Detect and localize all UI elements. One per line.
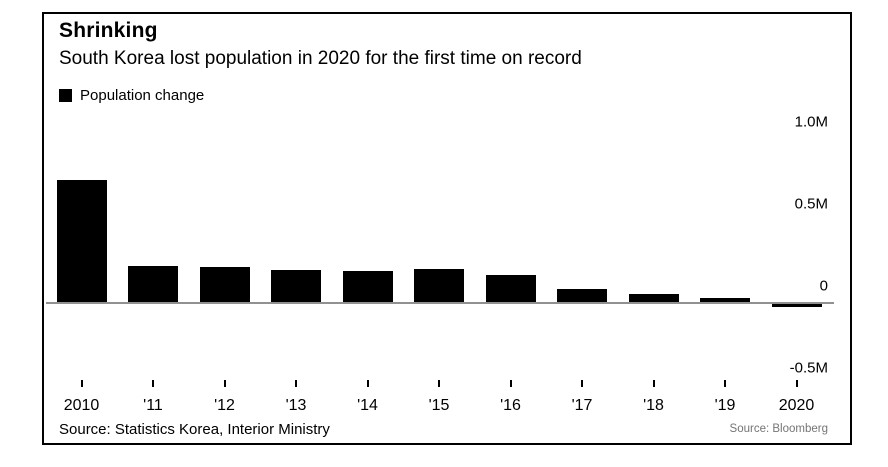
- bar-12: [199, 267, 250, 302]
- y-axis-label: 0.5M: [794, 195, 828, 213]
- legend-swatch-icon: [59, 89, 72, 102]
- y-axis-label: 0: [819, 277, 828, 295]
- x-axis-label: '16: [500, 397, 521, 414]
- bar-16: [485, 275, 536, 302]
- bar-2010: [56, 180, 107, 302]
- x-axis-tick: [724, 380, 726, 387]
- x-axis-label: '17: [571, 397, 593, 414]
- source-bloomberg: Source: Bloomberg: [729, 423, 828, 435]
- chart-box: Shrinking South Korea lost population in…: [42, 12, 852, 445]
- legend-label: Population change: [80, 87, 205, 104]
- x-axis-tick: [795, 380, 798, 387]
- x-axis-label: 2010: [63, 397, 100, 414]
- x-axis-label: 2020: [778, 397, 815, 414]
- zero-baseline: [46, 302, 834, 304]
- x-axis-tick: [438, 380, 440, 387]
- y-axis-label: 1.0M: [794, 113, 828, 131]
- bar-15: [414, 269, 464, 302]
- source-attribution: Source: Statistics Korea, Interior Minis…: [59, 421, 330, 438]
- x-axis-tick: [223, 380, 226, 387]
- y-axis-label: -0.5M: [789, 359, 828, 377]
- x-axis-tick: [581, 380, 583, 387]
- x-axis-tick: [652, 380, 655, 387]
- bar-13: [271, 270, 321, 302]
- chart-subtitle: South Korea lost population in 2020 for …: [59, 48, 582, 69]
- bar-14: [342, 271, 393, 302]
- x-axis-tick: [295, 380, 297, 387]
- bar-2020: [771, 304, 822, 307]
- chart-title: Shrinking: [59, 19, 158, 42]
- x-axis-label: '18: [643, 397, 664, 414]
- x-axis-label: '12: [214, 397, 235, 414]
- bar-19: [700, 298, 750, 302]
- x-axis-tick: [152, 380, 154, 387]
- bar-18: [628, 294, 679, 302]
- x-axis-label: '19: [714, 397, 736, 414]
- x-axis-label: '14: [357, 397, 378, 414]
- legend: Population change: [59, 87, 204, 104]
- plot-area: 1.0M 0.5M 0 -0.5M 2010 '11 '12 '13 '14 '15 '16 '17 '…: [44, 14, 850, 443]
- x-axis-label: '13: [285, 397, 307, 414]
- x-axis-label: '11: [143, 397, 163, 414]
- bar-17: [557, 289, 607, 302]
- bar-11: [128, 266, 178, 302]
- x-axis-tick: [80, 380, 83, 387]
- x-axis-tick: [509, 380, 512, 387]
- x-axis-tick: [366, 380, 369, 387]
- x-axis-label: '15: [428, 397, 450, 414]
